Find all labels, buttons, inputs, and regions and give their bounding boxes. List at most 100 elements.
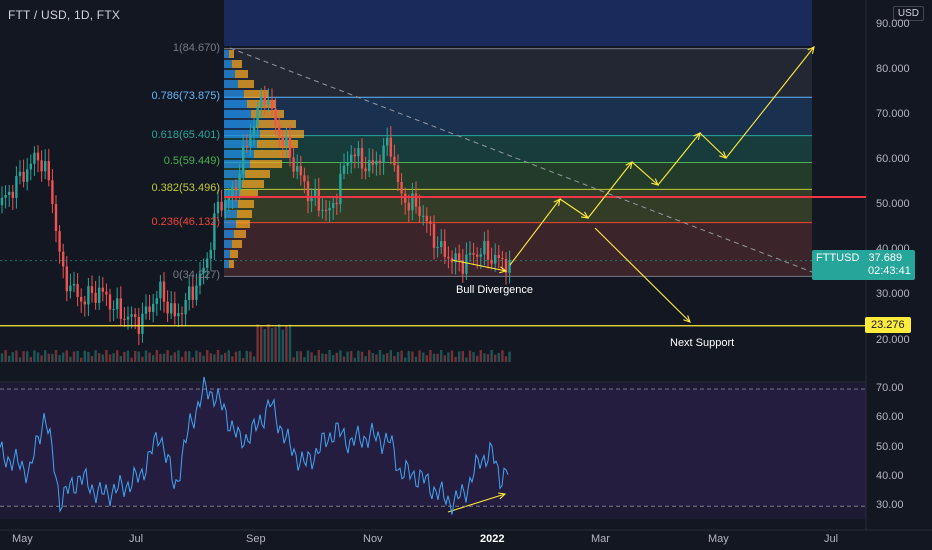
volume-bar [476,355,479,362]
candle-body [87,286,90,305]
candle-body [393,156,396,166]
volume-profile-bar [224,260,229,268]
volume-bar [22,351,25,362]
candle-body [389,137,392,157]
candle-body [270,100,274,109]
bull-divergence-arrow [451,259,507,272]
candle-body [497,255,500,259]
candle-body [375,160,378,165]
rsi-divergence-arrow [447,493,506,513]
price-tick: 20.000 [876,333,910,346]
volume-bar [288,324,292,362]
volume-bar [278,324,281,362]
time-tick: 2022 [480,533,505,545]
volume-profile-bar [224,80,238,88]
volume-bar [296,351,299,362]
candle-body [94,292,97,303]
volume-bar [87,351,90,362]
arrow-down-1 [559,198,589,219]
volume-bar [112,353,115,362]
time-tick: May [12,533,33,545]
candle-body [486,240,490,260]
candle-body [249,134,252,147]
volume-bar [404,357,407,362]
volume-bar [47,353,50,362]
candle-body [0,197,4,206]
volume-profile-bar [224,210,237,218]
volume-profile-bar [224,60,232,68]
candle-body [292,157,295,172]
candle-body [260,96,263,107]
currency-badge[interactable]: USD [892,6,924,21]
volume-bar [270,328,274,362]
volume-bar [177,350,180,362]
candle-body [310,197,313,202]
volume-bar [436,353,439,362]
candle-body [206,258,209,268]
volume-bar [231,356,234,362]
volume-bar [180,356,184,362]
volume-bar [346,351,349,362]
candle-body [40,160,43,172]
candle-body [245,146,248,148]
volume-bar [368,350,371,362]
candle-body [51,180,54,205]
volume-bar [407,351,410,362]
time-tick: Jul [129,533,144,545]
candle-body [429,221,432,224]
volume-bar [159,353,162,362]
time-tick: Sep [246,533,266,545]
candle-body [220,201,223,211]
volume-bar [141,356,144,362]
candle-body [33,152,36,164]
volume-profile-bar [237,210,252,218]
candle-body [339,173,342,205]
rsi-divergence-arrow-head [497,492,507,500]
volume-profile-bar [239,190,258,198]
candle-body [425,215,428,222]
volume-bar [166,350,169,362]
volume-profile-bar [251,110,284,118]
symbol-title: FTT / USD, 1D, FTX [8,8,121,22]
volume-bar [317,350,320,362]
arrow-up-4-head [807,46,815,54]
ticker-symbol: FTTUSD [816,252,860,264]
volume-profile-bar [230,250,238,258]
candle-body [202,267,205,274]
ticker-price-tag: FTTUSD 37.689 02:43:41 [812,250,915,280]
volume-bar [375,354,378,362]
volume-bar [252,356,256,362]
volume-bar [378,350,382,362]
volume-bar [242,357,245,362]
volume-bar [134,350,137,362]
candle-body [508,260,511,273]
fib-label: 0.382(53.496) [151,182,221,195]
candle-body [58,231,61,252]
candle-body [4,194,7,198]
candle-body [134,314,137,317]
candle-body [198,273,202,286]
candle-body [213,213,216,250]
volume-profile-bar [224,180,242,188]
candle-body [123,318,126,320]
volume-bar [155,350,158,362]
time-tick: Mar [591,533,610,545]
volume-bar [202,355,205,362]
volume-bar [234,351,238,362]
candle-body [353,154,356,157]
fib-label: 1(84.670) [172,41,220,54]
candle-body [278,125,281,137]
fib-band [224,48,812,98]
candle-body [461,260,464,274]
volume-bar [303,357,306,362]
price-tick: 70.000 [876,107,910,120]
volume-bar [51,353,54,362]
volume-profile-bar [224,230,234,238]
candle-body [159,281,162,299]
candle-body [119,298,122,319]
volume-bar [501,350,504,362]
volume-bar [58,355,61,362]
volume-bar [335,352,338,362]
fib-band [224,222,812,277]
